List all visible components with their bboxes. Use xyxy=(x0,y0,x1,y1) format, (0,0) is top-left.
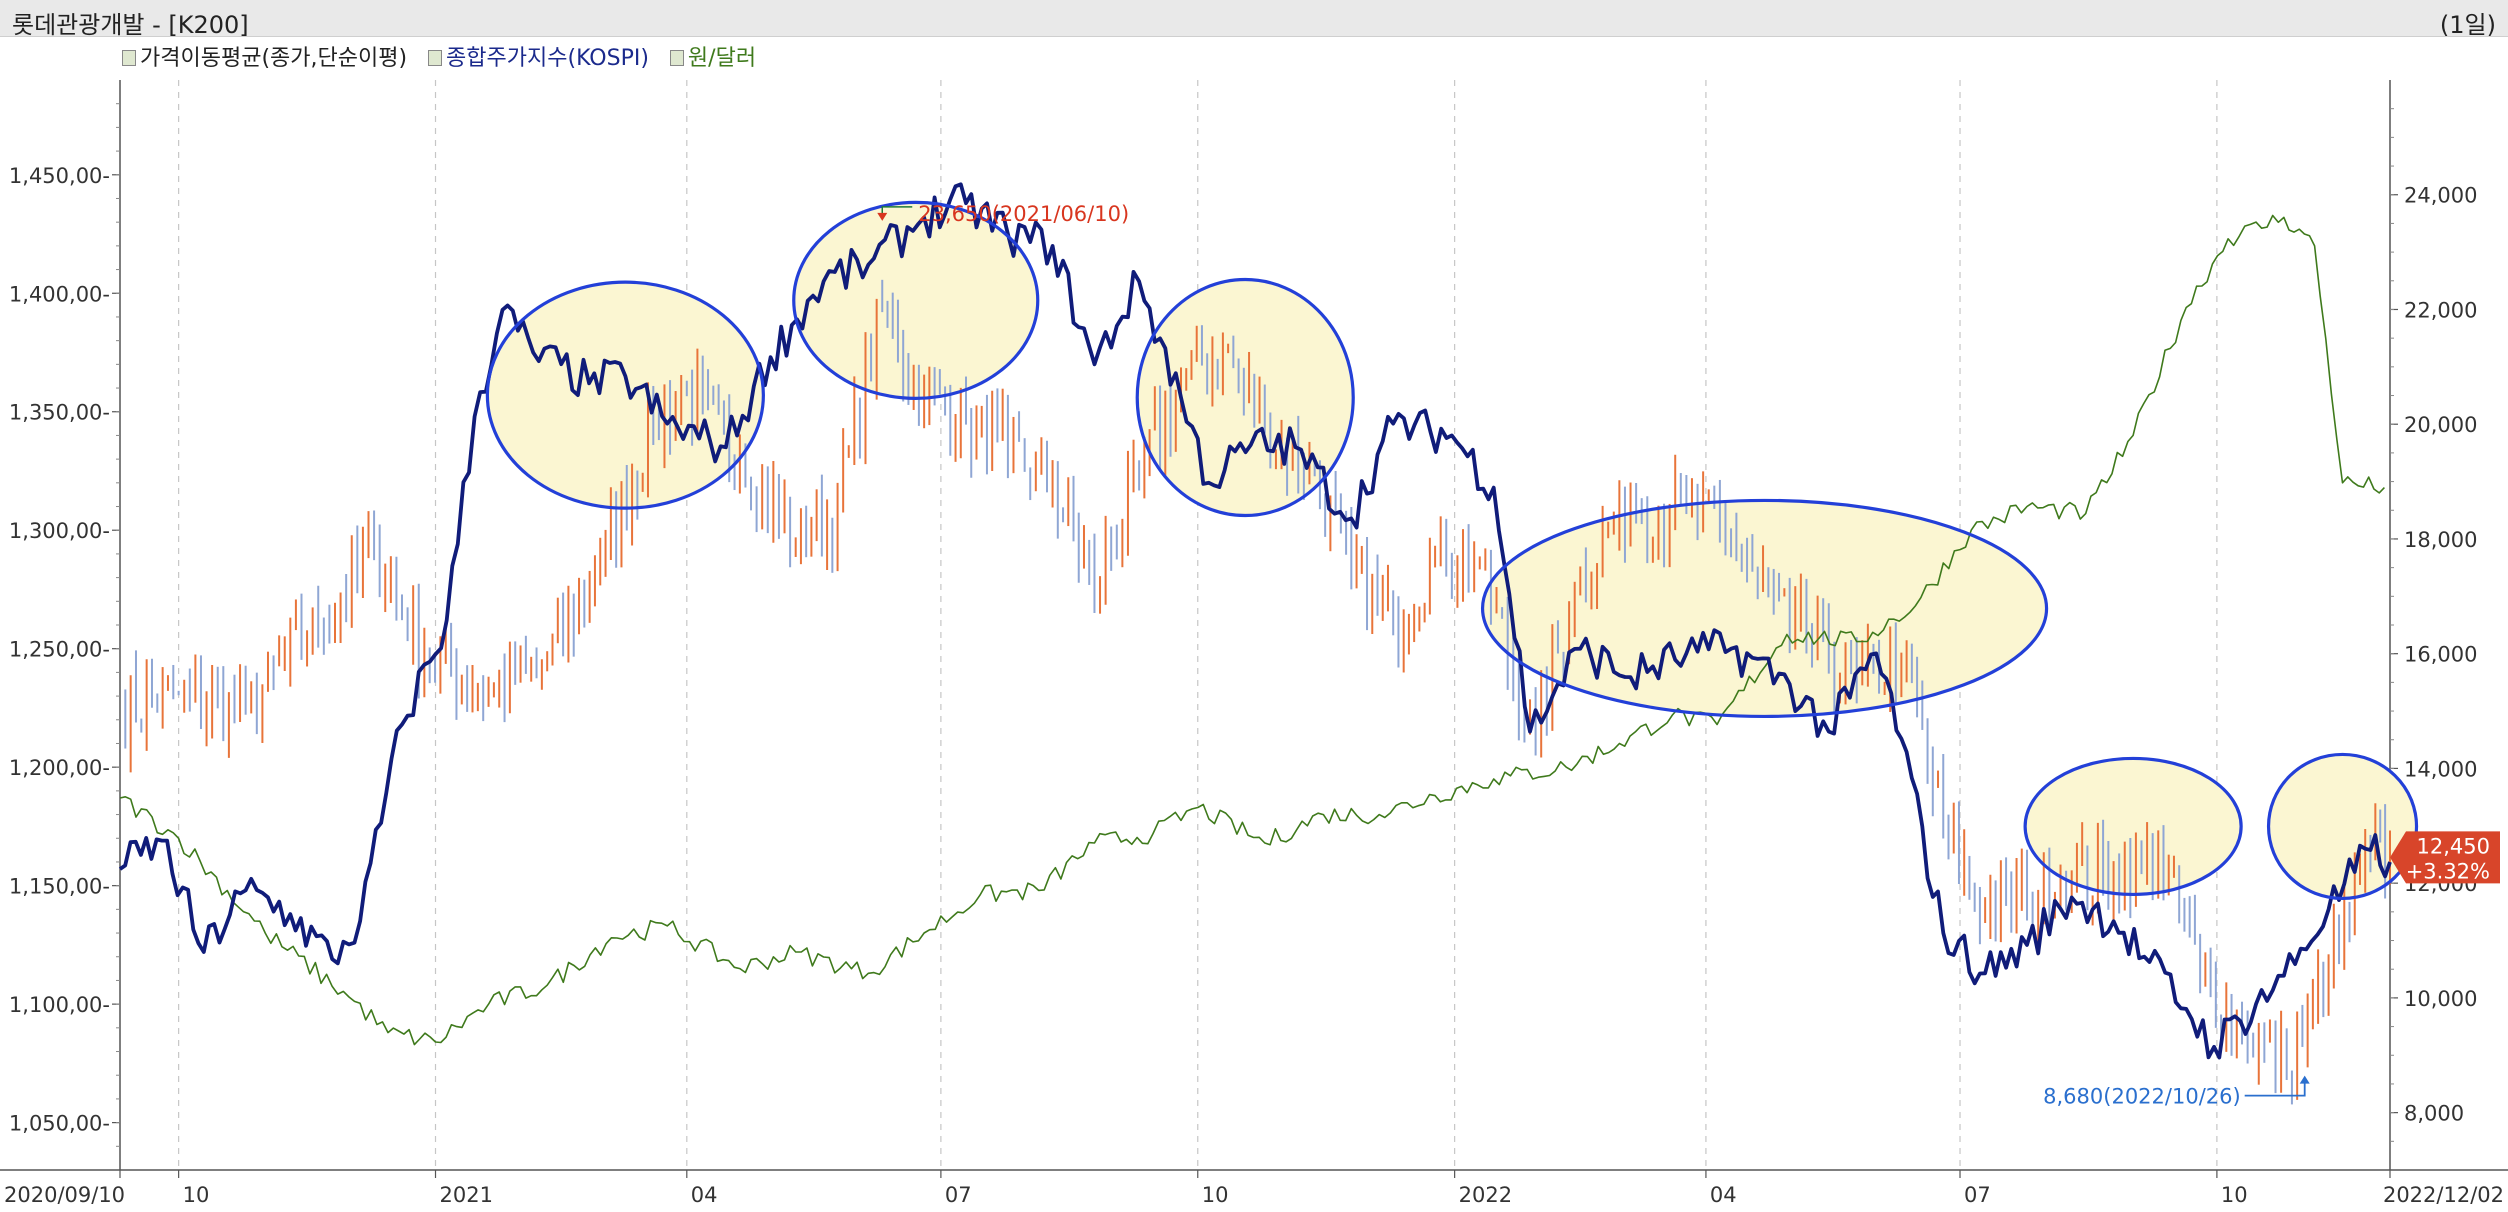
left-axis-tick-label: 1,400,00- xyxy=(9,282,110,306)
highlight-ellipse xyxy=(485,280,765,510)
x-axis-tick-label: 2020/09/10 xyxy=(4,1183,125,1207)
left-axis-tick-label: 1,050,00- xyxy=(9,1112,110,1136)
x-axis-tick-label: 10 xyxy=(1202,1183,1229,1207)
price-bars xyxy=(124,279,2391,1105)
right-axis-tick-label: 14,000 xyxy=(2404,757,2477,781)
last-price-change: +3.32% xyxy=(2406,859,2490,883)
highlight-ellipse xyxy=(792,200,1040,400)
legend-item-usdkrw[interactable]: 원/달러 xyxy=(669,40,757,72)
highlight-ellipse xyxy=(2266,752,2419,901)
x-axis-tick-label: 07 xyxy=(1964,1183,1991,1207)
x-axis-tick-label: 10 xyxy=(2221,1183,2248,1207)
right-axis-tick-label: 22,000 xyxy=(2404,298,2477,322)
highlight-ellipses xyxy=(487,202,2417,899)
right-axis-tick-label: 10,000 xyxy=(2404,987,2477,1011)
highlight-ellipse-fill xyxy=(487,282,764,509)
left-axis-tick-label: 1,200,00- xyxy=(9,756,110,780)
x-axis-tick-label: 2022 xyxy=(1459,1183,1512,1207)
highlight-ellipse-fill xyxy=(793,202,1038,399)
left-axis-tick-label: 1,250,00- xyxy=(9,638,110,662)
min-marker-arrow xyxy=(2299,1075,2310,1084)
left-axis-tick-label: 1,300,00- xyxy=(9,519,110,543)
plot-area xyxy=(120,80,2390,1170)
usdkrw-line xyxy=(119,214,2385,1046)
left-axis-tick-label: 1,150,00- xyxy=(9,875,110,899)
highlight-ellipse xyxy=(2023,756,2243,897)
max-value-label: 23,650(2021/06/10) xyxy=(918,202,1129,226)
highlight-ellipse-fill xyxy=(2025,758,2242,895)
right-axis-tick-label: 24,000 xyxy=(2404,184,2477,208)
highlight-ellipse xyxy=(1135,277,1355,518)
last-price-value: 12,450 xyxy=(2417,834,2490,858)
legend-label: 가격이동평균(종가,단순이평) xyxy=(140,46,408,71)
legend: 가격이동평균(종가,단순이평) 종합주가지수(KOSPI) 원/달러 xyxy=(122,40,770,72)
right-axis-tick-label: 18,000 xyxy=(2404,528,2477,552)
x-axis-tick-label: 07 xyxy=(945,1183,972,1207)
highlight-ellipse xyxy=(1480,498,2049,719)
x-axis-tick-label: 2021 xyxy=(440,1183,493,1207)
right-axis-tick-label: 8,000 xyxy=(2404,1102,2464,1126)
legend-item-moving-average[interactable]: 가격이동평균(종가,단순이평) xyxy=(122,40,407,72)
x-axis-tick-label: 04 xyxy=(1710,1183,1737,1207)
x-axis-tick-label: 10 xyxy=(183,1183,210,1207)
highlight-ellipse-outlines xyxy=(485,200,2419,901)
right-axis-tick-label: 20,000 xyxy=(2404,413,2477,437)
legend-checkbox[interactable] xyxy=(122,50,136,66)
right-axis-tick-label: 16,000 xyxy=(2404,643,2477,667)
last-price-badge xyxy=(2390,831,2500,884)
min-value-label: 8,680(2022/10/26) xyxy=(2043,1085,2241,1109)
legend-label: 종합주가지수(KOSPI) xyxy=(446,46,649,71)
legend-checkbox[interactable] xyxy=(428,50,443,66)
left-axis-tick-label: 1,350,00- xyxy=(9,401,110,425)
legend-item-kospi[interactable]: 종합주가지수(KOSPI) xyxy=(428,40,649,72)
legend-checkbox[interactable] xyxy=(669,50,684,66)
title-bar: 롯데관광개발 - [K200] (1일) xyxy=(0,0,2508,39)
chart-title: 롯데관광개발 - [K200] xyxy=(12,11,249,39)
period-label[interactable]: (1일) xyxy=(2439,11,2496,39)
kospi-line xyxy=(118,182,2392,1060)
highlight-ellipse-fill xyxy=(1482,500,2047,717)
left-axis-tick-label: 1,450,00- xyxy=(9,164,110,188)
legend-label: 원/달러 xyxy=(687,46,757,71)
max-marker-arrow xyxy=(877,212,888,221)
x-axis-tick-label: 2022/12/02 xyxy=(2383,1183,2504,1207)
left-axis-tick-label: 1,100,00- xyxy=(9,993,110,1017)
x-axis-tick-label: 04 xyxy=(691,1183,718,1207)
